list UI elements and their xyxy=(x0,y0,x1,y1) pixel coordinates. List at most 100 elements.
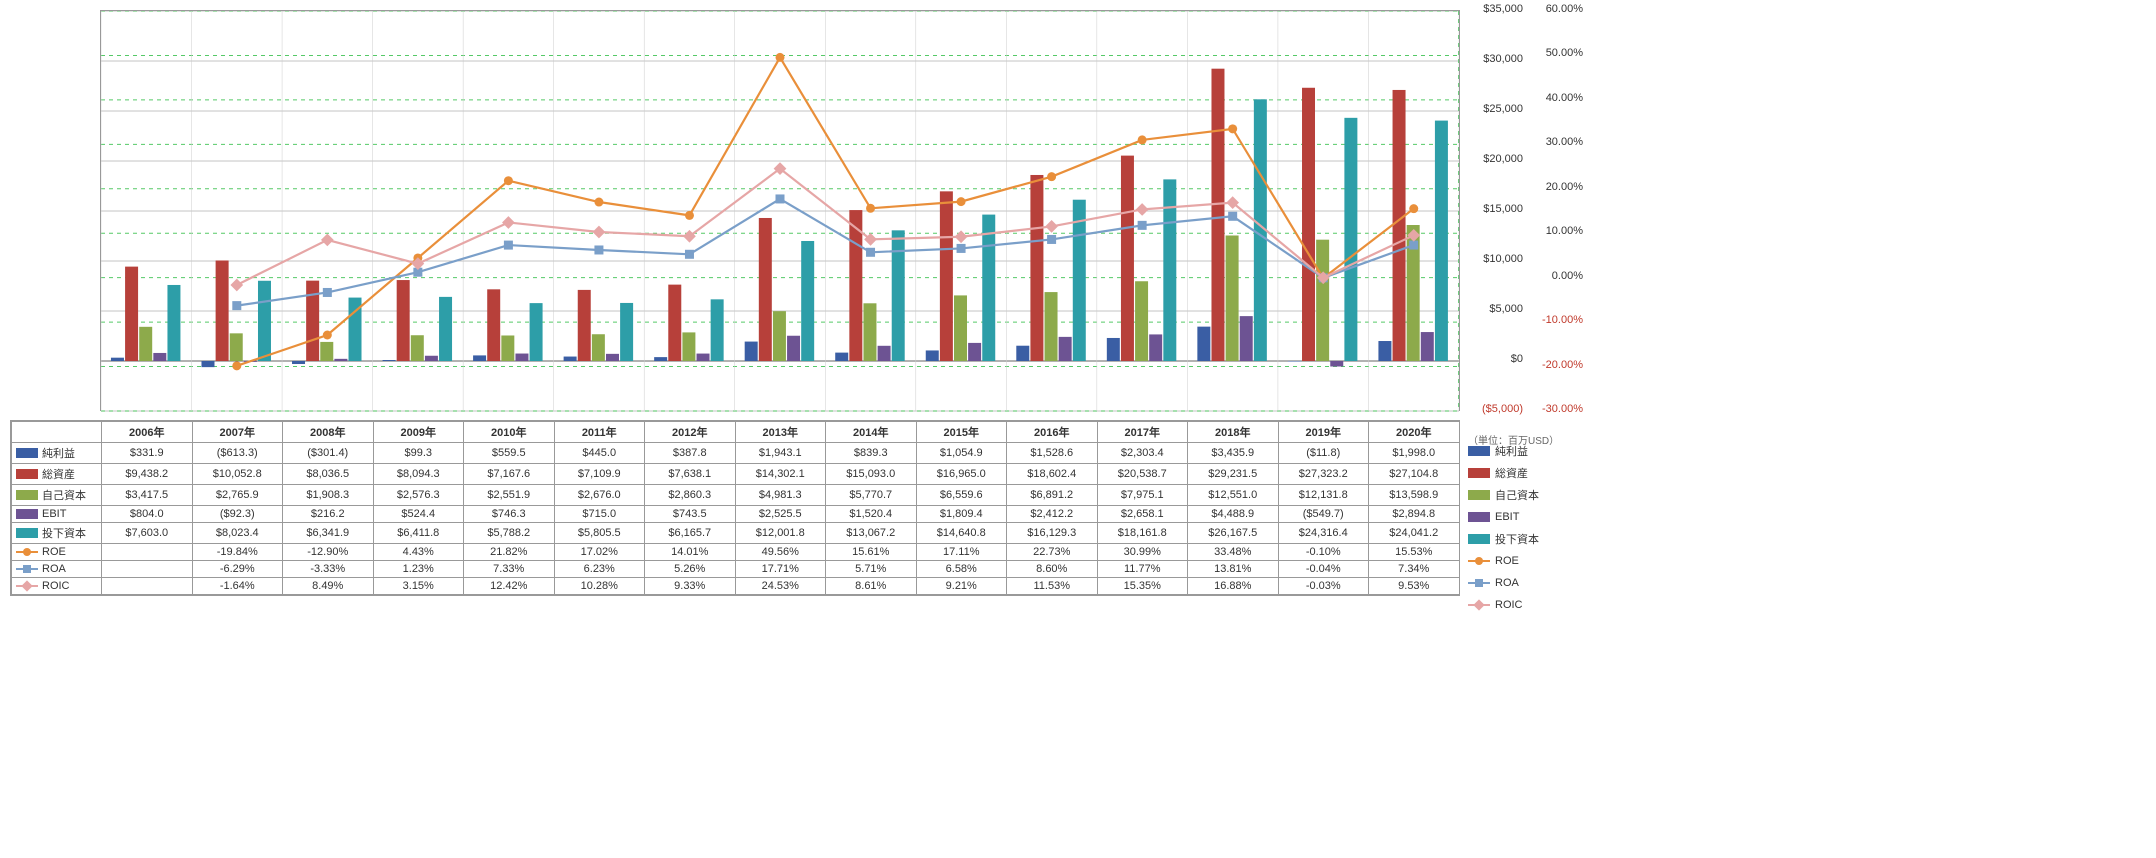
data-cell: $6,165.7 xyxy=(645,523,736,544)
series-name: ROE xyxy=(42,546,66,558)
data-cell: $2,303.4 xyxy=(1097,443,1188,464)
data-cell: 6.23% xyxy=(554,561,645,578)
bar xyxy=(139,327,152,361)
data-cell: $6,341.9 xyxy=(283,523,374,544)
bar xyxy=(1121,156,1134,361)
bar xyxy=(1211,69,1224,361)
bar xyxy=(501,335,514,361)
data-cell: $746.3 xyxy=(464,506,555,523)
table-row: ROIC-1.64%8.49%3.15%12.42%10.28%9.33%24.… xyxy=(12,578,1460,595)
data-cell: $12,001.8 xyxy=(735,523,826,544)
data-cell: $331.9 xyxy=(102,443,193,464)
bar xyxy=(1197,327,1210,361)
year-header: 2010年 xyxy=(464,422,555,443)
data-cell: 1.23% xyxy=(373,561,464,578)
data-cell: $2,525.5 xyxy=(735,506,826,523)
table-row: 総資産$9,438.2$10,052.8$8,036.5$8,094.3$7,1… xyxy=(12,464,1460,485)
data-cell: -0.03% xyxy=(1278,578,1369,595)
data-cell: 33.48% xyxy=(1188,544,1279,561)
bar xyxy=(334,359,347,361)
y1-axis-labels: $35,000$30,000$25,000$20,000$15,000$10,0… xyxy=(1468,0,1528,430)
data-cell: $524.4 xyxy=(373,506,464,523)
bar xyxy=(592,334,605,361)
data-cell: 16.88% xyxy=(1188,578,1279,595)
row-label-cell: 総資産 xyxy=(12,464,102,485)
year-header: 2012年 xyxy=(645,422,736,443)
legend-swatch xyxy=(16,528,38,538)
legend-label: 純利益 xyxy=(1495,443,1528,459)
bar xyxy=(320,342,333,361)
data-cell: $2,765.9 xyxy=(192,485,283,506)
table-row: ROA-6.29%-3.33%1.23%7.33%6.23%5.26%17.71… xyxy=(12,561,1460,578)
data-cell: $6,411.8 xyxy=(373,523,464,544)
legend-swatch xyxy=(16,585,38,587)
data-cell: $216.2 xyxy=(283,506,374,523)
y1-tick-label: $5,000 xyxy=(1468,303,1523,315)
data-cell: $2,412.2 xyxy=(1007,506,1098,523)
data-cell: $7,167.6 xyxy=(464,464,555,485)
data-cell: $8,023.4 xyxy=(192,523,283,544)
data-cell: 7.34% xyxy=(1369,561,1460,578)
row-label-cell: ROE xyxy=(12,544,102,561)
bar xyxy=(878,346,891,361)
data-cell: 8.49% xyxy=(283,578,374,595)
bar xyxy=(1045,292,1058,361)
bar xyxy=(1378,341,1391,361)
data-cell: $6,559.6 xyxy=(916,485,1007,506)
year-header: 2006年 xyxy=(102,422,193,443)
row-label-cell: 純利益 xyxy=(12,443,102,464)
chart-plot-area xyxy=(100,10,1460,411)
series-name: 純利益 xyxy=(42,445,75,461)
bar xyxy=(968,343,981,361)
row-label-cell: ROA xyxy=(12,561,102,578)
data-cell: $4,488.9 xyxy=(1188,506,1279,523)
data-cell: -6.29% xyxy=(192,561,283,578)
bar xyxy=(1288,361,1301,362)
bar xyxy=(258,281,271,361)
data-cell: $13,598.9 xyxy=(1369,485,1460,506)
data-cell: 15.35% xyxy=(1097,578,1188,595)
y1-tick-label: $10,000 xyxy=(1468,253,1523,265)
year-header: 2008年 xyxy=(283,422,374,443)
bar xyxy=(292,361,305,364)
row-label-cell: 投下資本 xyxy=(12,523,102,544)
bar xyxy=(1302,88,1315,361)
bar xyxy=(1030,175,1043,361)
legend-swatch xyxy=(1468,512,1490,522)
legend-item: 自己資本 xyxy=(1468,484,1588,506)
legend-label: ROIC xyxy=(1495,599,1523,611)
series-name: ROIC xyxy=(42,580,70,592)
data-cell: 3.15% xyxy=(373,578,464,595)
bar xyxy=(1421,332,1434,361)
data-cell: $2,658.1 xyxy=(1097,506,1188,523)
bar xyxy=(606,354,619,361)
data-cell: $9,438.2 xyxy=(102,464,193,485)
y2-tick-label: 30.00% xyxy=(1533,136,1583,148)
data-cell: 4.43% xyxy=(373,544,464,561)
bar xyxy=(954,295,967,361)
bar xyxy=(439,297,452,361)
data-cell: $7,638.1 xyxy=(645,464,736,485)
bar xyxy=(1016,346,1029,361)
data-cell: 11.77% xyxy=(1097,561,1188,578)
legend-swatch xyxy=(16,568,38,570)
data-cell: $14,640.8 xyxy=(916,523,1007,544)
bar xyxy=(801,241,814,361)
data-cell: 22.73% xyxy=(1007,544,1098,561)
bar xyxy=(1135,281,1148,361)
series-name: 自己資本 xyxy=(42,487,86,503)
data-cell: ($301.4) xyxy=(283,443,374,464)
bar xyxy=(383,360,396,361)
bar xyxy=(835,353,848,361)
legend-label: ROA xyxy=(1495,577,1519,589)
data-cell: $13,067.2 xyxy=(826,523,917,544)
legend-label: EBIT xyxy=(1495,511,1519,523)
data-cell: ($92.3) xyxy=(192,506,283,523)
bar xyxy=(773,311,786,361)
y1-tick-label: $30,000 xyxy=(1468,53,1523,65)
legend-item: ROE xyxy=(1468,550,1588,572)
data-cell: $2,576.3 xyxy=(373,485,464,506)
table-row: EBIT$804.0($92.3)$216.2$524.4$746.3$715.… xyxy=(12,506,1460,523)
bar xyxy=(926,350,939,361)
data-cell: $1,998.0 xyxy=(1369,443,1460,464)
